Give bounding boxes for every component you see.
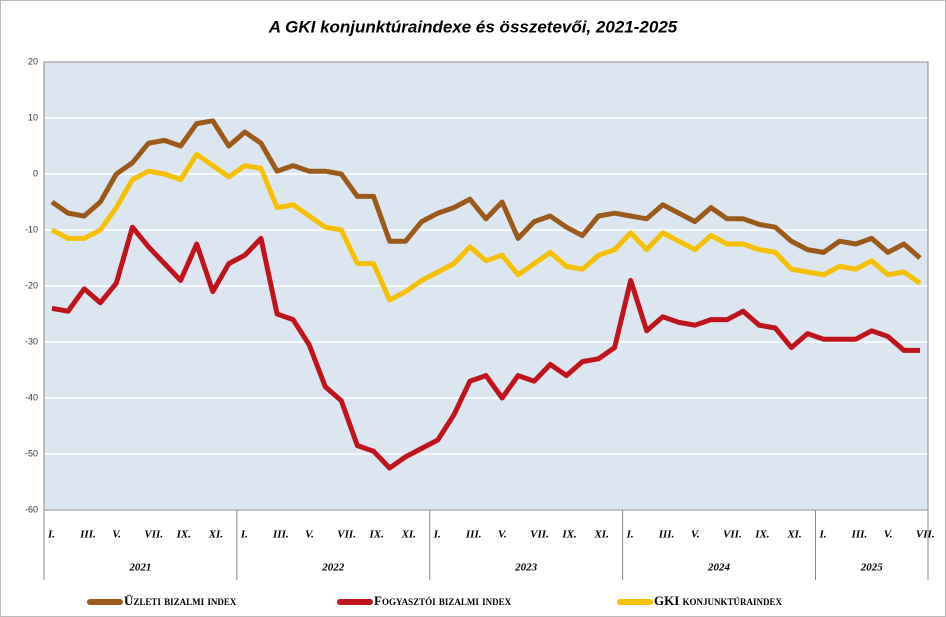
- year-label: 2024: [707, 562, 731, 574]
- x-tick-label: XI.: [593, 529, 608, 541]
- x-tick-label: III.: [465, 529, 482, 541]
- x-tick-label: IX.: [561, 529, 576, 541]
- y-tick-label: 10: [28, 112, 38, 122]
- series-line: [50, 118, 922, 260]
- x-tick-label: XI.: [208, 529, 223, 541]
- x-tick-label: VII.: [916, 529, 935, 541]
- legend-label: Üzleti bizalmi index: [124, 593, 237, 608]
- y-tick-label: 20: [28, 56, 38, 66]
- x-tick-label: V.: [305, 529, 314, 541]
- x-tick-label: I.: [240, 529, 248, 541]
- x-tick-label: III.: [272, 529, 289, 541]
- x-tick-label: V.: [691, 529, 700, 541]
- x-tick-label: V.: [498, 529, 507, 541]
- x-tick-label: VII.: [723, 529, 742, 541]
- year-label: 2022: [321, 562, 345, 574]
- x-tick-label: III.: [658, 529, 675, 541]
- series-line: [51, 224, 920, 471]
- x-tick-label: VII.: [144, 529, 163, 541]
- y-tick-label: -60: [25, 504, 38, 514]
- x-tick-label: IX.: [754, 529, 769, 541]
- x-tick-label: VII.: [337, 529, 356, 541]
- y-tick-label: -40: [25, 392, 38, 402]
- plot-border: [43, 61, 929, 511]
- x-tick-label: III.: [851, 529, 868, 541]
- x-tick-label: V.: [112, 529, 121, 541]
- y-tick-label: -50: [25, 448, 38, 458]
- legend-label: GKI konjunktúraindex: [654, 593, 783, 608]
- y-tick-label: -30: [25, 336, 38, 346]
- x-tick-label: IX.: [176, 529, 191, 541]
- year-label: 2021: [128, 562, 151, 574]
- y-tick-label: -20: [25, 280, 38, 290]
- y-tick-label: 0: [33, 168, 38, 178]
- year-label: 2023: [514, 562, 538, 574]
- legend-label: Fogyasztói bizalmi index: [374, 593, 512, 608]
- x-tick-label: I.: [433, 529, 441, 541]
- x-tick-label: V.: [884, 529, 893, 541]
- y-tick-label: -10: [25, 224, 38, 234]
- chart-title: A GKI konjunktúraindexe és összetevői, 2…: [268, 17, 678, 36]
- x-tick-label: I.: [818, 529, 826, 541]
- x-tick-label: IX.: [368, 529, 383, 541]
- x-tick-label: XI.: [786, 529, 801, 541]
- x-tick-label: XI.: [401, 529, 416, 541]
- year-label: 2025: [860, 562, 884, 574]
- series-line: [50, 151, 922, 303]
- x-tick-label: III.: [79, 529, 96, 541]
- x-tick-label: VII.: [530, 529, 549, 541]
- x-tick-label: I.: [47, 529, 55, 541]
- x-tick-label: I.: [626, 529, 634, 541]
